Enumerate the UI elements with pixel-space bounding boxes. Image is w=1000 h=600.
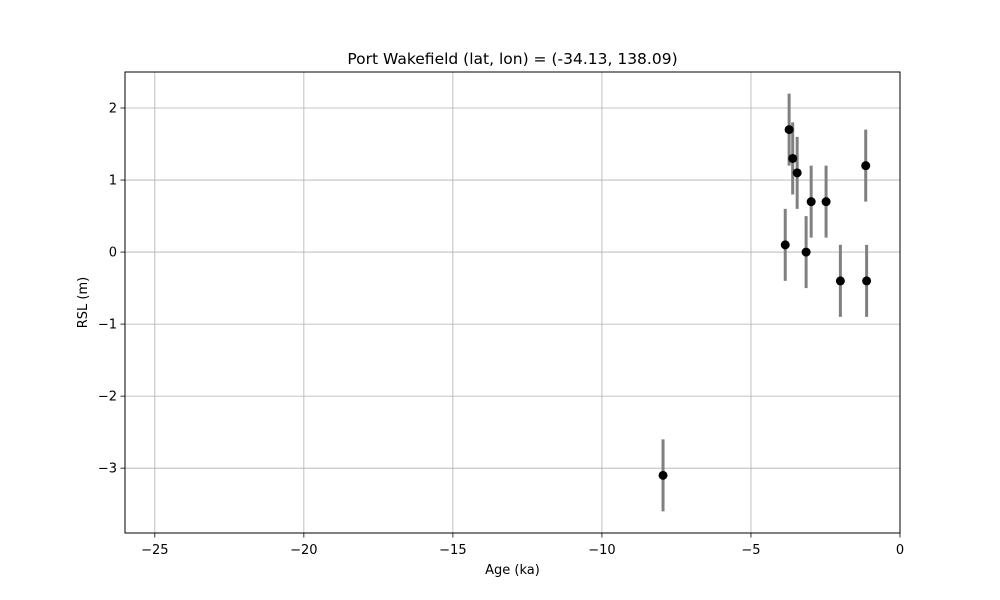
point-layer <box>658 125 872 480</box>
y-axis-label: RSL (m) <box>76 277 91 328</box>
x-tick-label: −15 <box>439 543 466 558</box>
data-point <box>821 197 831 207</box>
x-axis-label: Age (ka) <box>485 563 540 578</box>
data-point <box>861 161 871 171</box>
y-tick-label: −2 <box>98 390 117 405</box>
x-tick-label: −5 <box>741 543 760 558</box>
y-tick-label: −1 <box>98 318 117 333</box>
data-point <box>862 276 872 286</box>
x-tick-label: −25 <box>141 543 168 558</box>
data-point <box>788 153 798 163</box>
data-point <box>792 168 802 178</box>
y-tick-label: 0 <box>109 246 117 261</box>
data-point <box>784 125 794 135</box>
data-point <box>801 247 811 257</box>
data-point <box>780 240 790 250</box>
x-tick-label: 0 <box>896 543 904 558</box>
data-point <box>658 470 668 480</box>
plot-area-frame <box>124 71 901 534</box>
y-axis-ticks: −3 −2 −1 0 1 2 <box>98 102 125 477</box>
y-tick-label: 2 <box>109 102 117 117</box>
y-tick-label: 1 <box>109 174 117 189</box>
chart-title: Port Wakefield (lat, lon) = (-34.13, 138… <box>347 50 677 68</box>
x-tick-label: −20 <box>290 543 317 558</box>
grid-layer <box>125 72 901 533</box>
x-axis-ticks: −25 −20 −15 −10 −5 0 <box>141 533 904 558</box>
data-point <box>835 276 845 286</box>
y-tick-label: −3 <box>98 462 117 477</box>
x-tick-label: −10 <box>588 543 615 558</box>
plot-area-background <box>125 72 900 533</box>
data-point <box>806 197 816 207</box>
